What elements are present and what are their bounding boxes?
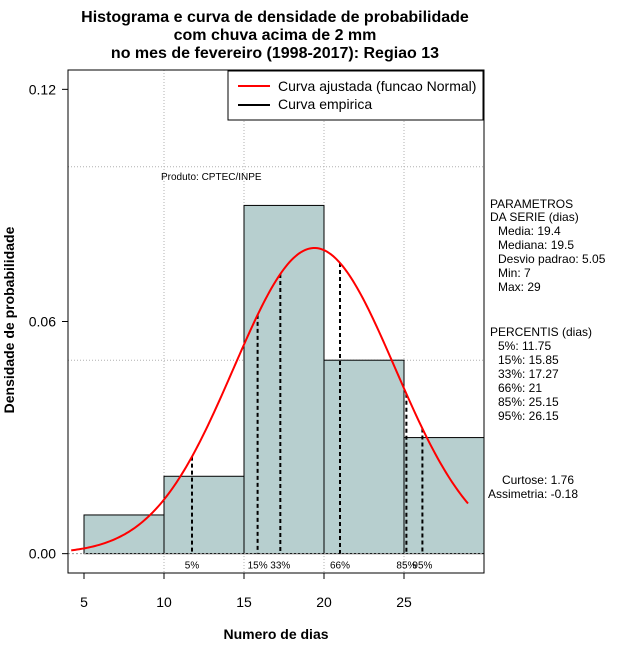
legend-label-normal: Curva ajustada (funcao Normal): [278, 78, 476, 94]
curtose-value: Curtose: 1.76: [502, 473, 574, 487]
parametros-heading-2: DA SERIE (dias): [490, 210, 579, 224]
percentil-85: 85%: 25.15: [498, 395, 559, 409]
histogram-bars: [68, 204, 485, 555]
assimetria-value: Assimetria: -0.18: [488, 487, 578, 501]
parametros-heading-1: PARAMETROS: [490, 197, 573, 211]
axes-layer: 5 10 15 20 25 0.00 0.06 0.12: [29, 81, 412, 610]
percentile-marker-label: 15%: [248, 561, 268, 572]
percentil-66: 66%: 21: [498, 381, 542, 395]
legend-label-empirical: Curva empirica: [278, 96, 372, 112]
percentil-15: 15%: 15.85: [498, 353, 559, 367]
percentis-heading: PERCENTIS (dias): [490, 325, 592, 339]
x-tick-label: 15: [236, 594, 252, 610]
chart-title: Histograma e curva de densidade de proba…: [81, 9, 469, 62]
parametros-min: Min: 7: [498, 266, 531, 280]
histogram-bar: [403, 437, 485, 555]
percentile-marker-label: 95%: [412, 561, 432, 572]
histogram-bar: [163, 475, 245, 555]
normal-curve-layer: [71, 247, 469, 552]
histogram-bar: [323, 359, 405, 555]
title-line-3: no mes de fevereiro (1998-2017): Regiao …: [111, 45, 439, 62]
x-tick-label: 25: [396, 594, 412, 610]
percentil-95: 95%: 26.15: [498, 409, 559, 423]
percentile-markers: 5% 15% 33% 66% 85%95%: [185, 262, 433, 572]
x-tick-label: 20: [316, 594, 332, 610]
y-axis-label: Densidade de probabilidade: [1, 226, 17, 413]
x-tick-label: 10: [156, 594, 172, 610]
percentile-marker-label: 33%: [270, 561, 290, 572]
title-line-1: Histograma e curva de densidade de proba…: [81, 9, 469, 26]
x-axis-label: Numero de dias: [223, 626, 328, 642]
percentile-marker-label: 5%: [185, 561, 200, 572]
y-tick-label: 0.12: [29, 81, 56, 97]
y-tick-label: 0.06: [29, 314, 56, 330]
percentis-panel: PERCENTIS (dias) 5%: 11.75 15%: 15.85 33…: [490, 325, 592, 423]
legend: Curva ajustada (funcao Normal) Curva emp…: [227, 70, 484, 121]
shape-stats: Curtose: 1.76 Assimetria: -0.18: [488, 473, 578, 501]
percentile-marker-label: 66%: [330, 561, 350, 572]
percentil-33: 33%: 17.27: [498, 367, 559, 381]
title-line-2: com chuva acima de 2 mm: [174, 27, 377, 44]
normal-curve: [71, 247, 469, 552]
legend-box: [227, 70, 484, 121]
parametros-media: Media: 19.4: [498, 224, 561, 238]
histogram-bar: [243, 204, 325, 555]
percentil-5: 5%: 11.75: [498, 339, 551, 353]
y-tick-label: 0.00: [29, 546, 56, 562]
x-tick-label: 5: [80, 594, 88, 610]
parametros-panel: PARAMETROS DA SERIE (dias) Media: 19.4 M…: [490, 197, 606, 294]
parametros-desvio: Desvio padrao: 5.05: [498, 252, 606, 266]
percentile-marker-label: 85%: [396, 561, 416, 572]
parametros-mediana: Mediana: 19.5: [498, 238, 574, 252]
product-note: Produto: CPTEC/INPE: [161, 172, 262, 183]
parametros-max: Max: 29: [498, 280, 541, 294]
